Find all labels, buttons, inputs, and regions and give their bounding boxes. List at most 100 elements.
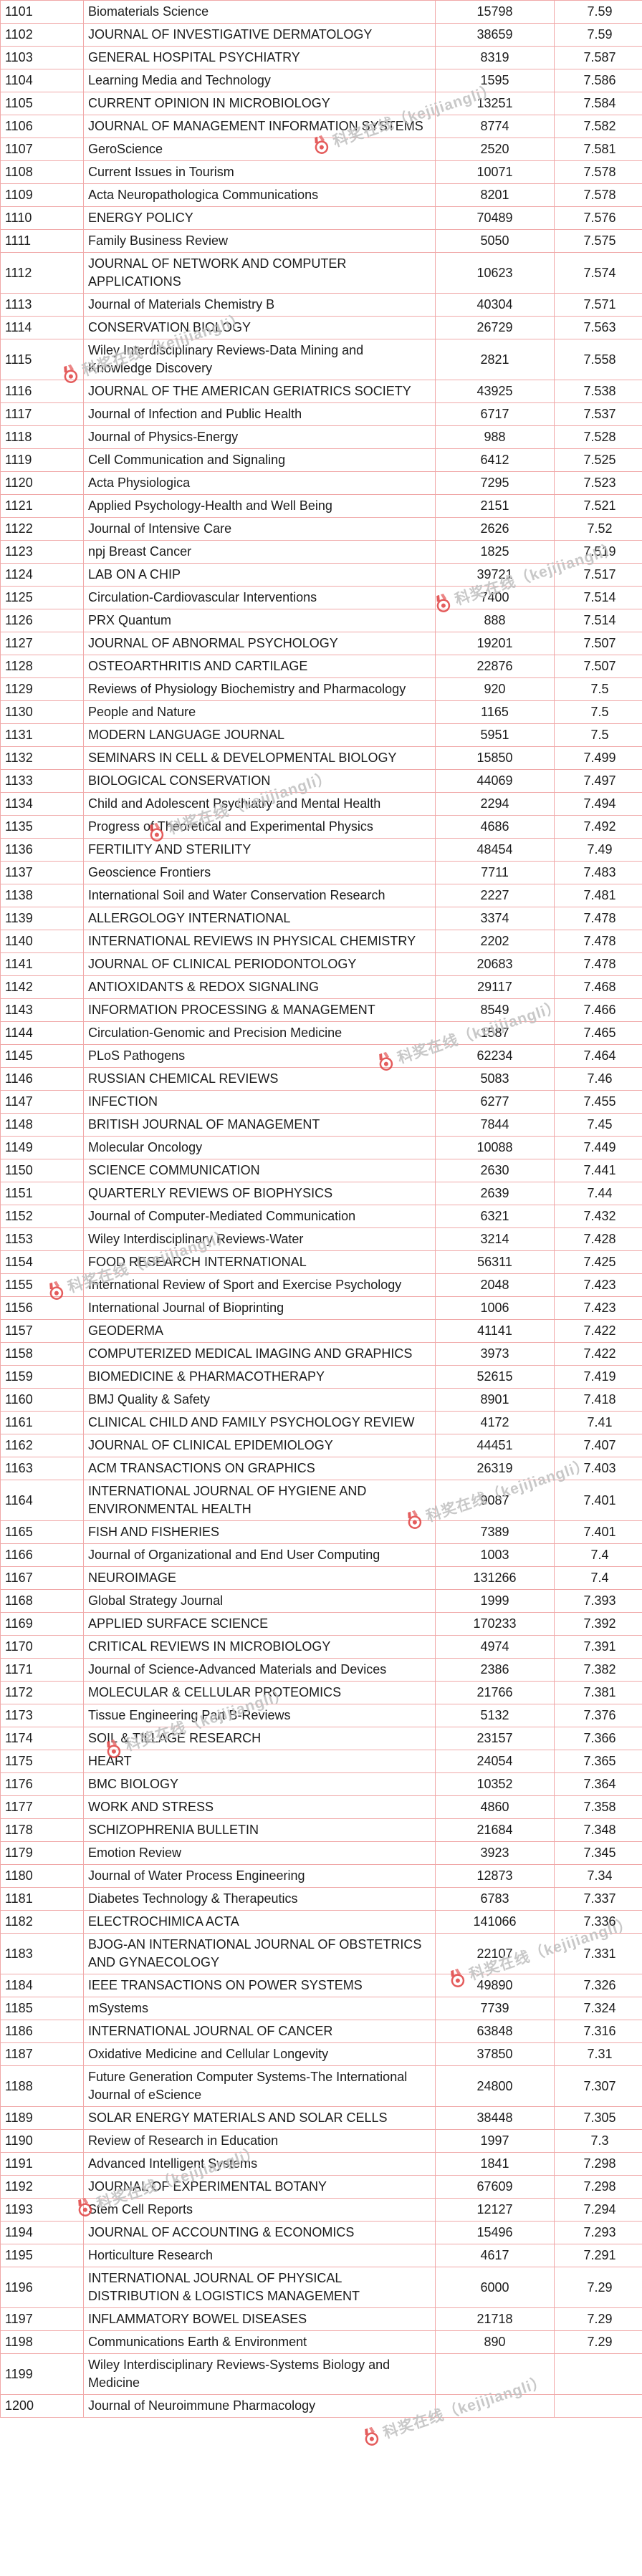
rank-cell: 1186	[0, 2020, 84, 2043]
citation-count-cell: 22107	[435, 1933, 555, 1974]
journal-name-cell: Child and Adolescent Psychiatry and Ment…	[83, 792, 436, 816]
journal-name-cell: JOURNAL OF MANAGEMENT INFORMATION SYSTEM…	[83, 115, 436, 138]
rank-cell: 1192	[0, 2175, 84, 2199]
citation-count-cell: 63848	[435, 2020, 555, 2043]
impact-factor-cell: 7.5	[554, 700, 642, 724]
citation-count-cell: 2639	[435, 1182, 555, 1205]
rank-cell: 1160	[0, 1388, 84, 1412]
journal-name-cell: FOOD RESEARCH INTERNATIONAL	[83, 1250, 436, 1274]
journal-name-cell: Global Strategy Journal	[83, 1589, 436, 1613]
table-row: 1103 GENERAL HOSPITAL PSYCHIATRY 8319 7.…	[0, 46, 642, 69]
rank-cell: 1155	[0, 1273, 84, 1297]
table-row: 1145 PLoS Pathogens 62234 7.464	[0, 1044, 642, 1068]
table-row: 1114 CONSERVATION BIOLOGY 26729 7.563	[0, 316, 642, 339]
journal-name-cell: Journal of Physics-Energy	[83, 425, 436, 449]
journal-name-cell: JOURNAL OF ABNORMAL PSYCHOLOGY	[83, 632, 436, 655]
rank-cell: 1148	[0, 1113, 84, 1137]
impact-factor-cell: 7.307	[554, 2065, 642, 2107]
rank-cell: 1179	[0, 1841, 84, 1865]
rank-cell: 1115	[0, 339, 84, 380]
rank-cell: 1197	[0, 2307, 84, 2331]
table-row: 1155 International Review of Sport and E…	[0, 1273, 642, 1297]
citation-count-cell: 38448	[435, 2106, 555, 2130]
rank-cell: 1149	[0, 1136, 84, 1159]
table-row: 1147 INFECTION 6277 7.455	[0, 1090, 642, 1114]
citation-count-cell: 920	[435, 677, 555, 701]
journal-name-cell: Cell Communication and Signaling	[83, 448, 436, 472]
impact-factor-cell: 7.293	[554, 2221, 642, 2244]
impact-factor-cell	[554, 2353, 642, 2395]
table-row: 1138 International Soil and Water Conser…	[0, 884, 642, 907]
rank-cell: 1137	[0, 861, 84, 884]
journal-name-cell: CRITICAL REVIEWS IN MICROBIOLOGY	[83, 1635, 436, 1659]
citation-count-cell: 888	[435, 609, 555, 632]
journal-name-cell: GENERAL HOSPITAL PSYCHIATRY	[83, 46, 436, 69]
journal-name-cell: Circulation-Cardiovascular Interventions	[83, 586, 436, 609]
citation-count-cell: 12127	[435, 2198, 555, 2222]
rank-cell: 1190	[0, 2129, 84, 2153]
journal-name-cell: QUARTERLY REVIEWS OF BIOPHYSICS	[83, 1182, 436, 1205]
impact-factor-cell: 7.326	[554, 1974, 642, 1997]
rank-cell: 1189	[0, 2106, 84, 2130]
journal-name-cell: CLINICAL CHILD AND FAMILY PSYCHOLOGY REV…	[83, 1411, 436, 1434]
journal-name-cell: BMC BIOLOGY	[83, 1772, 436, 1796]
journal-name-cell: International Review of Sport and Exerci…	[83, 1273, 436, 1297]
table-row: 1193 Stem Cell Reports 12127 7.294	[0, 2198, 642, 2222]
citation-count-cell: 2048	[435, 1273, 555, 1297]
impact-factor-cell: 7.364	[554, 1772, 642, 1796]
impact-factor-cell: 7.29	[554, 2330, 642, 2354]
rank-cell: 1145	[0, 1044, 84, 1068]
impact-factor-cell: 7.52	[554, 517, 642, 541]
table-row: 1158 COMPUTERIZED MEDICAL IMAGING AND GR…	[0, 1342, 642, 1366]
journal-name-cell: BJOG-AN INTERNATIONAL JOURNAL OF OBSTETR…	[83, 1933, 436, 1974]
citation-count-cell: 890	[435, 2330, 555, 2354]
impact-factor-cell: 7.581	[554, 138, 642, 161]
rank-cell: 1130	[0, 700, 84, 724]
rank-cell: 1123	[0, 540, 84, 564]
rank-cell: 1142	[0, 975, 84, 999]
rank-cell: 1159	[0, 1365, 84, 1389]
table-row: 1109 Acta Neuropathologica Communication…	[0, 183, 642, 207]
rank-cell: 1126	[0, 609, 84, 632]
impact-factor-cell: 7.4	[554, 1543, 642, 1567]
journal-name-cell: ELECTROCHIMICA ACTA	[83, 1910, 436, 1934]
journal-name-cell: ENERGY POLICY	[83, 206, 436, 230]
journal-name-cell: GeroScience	[83, 138, 436, 161]
citation-count-cell: 6717	[435, 402, 555, 426]
table-row: 1123 npj Breast Cancer 1825 7.519	[0, 540, 642, 564]
table-row: 1105 CURRENT OPINION IN MICROBIOLOGY 132…	[0, 92, 642, 115]
citation-count-cell: 6321	[435, 1205, 555, 1228]
journal-name-cell: BIOMEDICINE & PHARMACOTHERAPY	[83, 1365, 436, 1389]
journal-name-cell: Journal of Neuroimmune Pharmacology	[83, 2394, 436, 2418]
citation-count-cell: 5132	[435, 1704, 555, 1727]
rank-cell: 1121	[0, 494, 84, 518]
citation-count-cell: 70489	[435, 206, 555, 230]
rank-cell: 1133	[0, 769, 84, 793]
journal-name-cell: PRX Quantum	[83, 609, 436, 632]
impact-factor-cell: 7.49	[554, 838, 642, 862]
rank-cell: 1185	[0, 1997, 84, 2020]
rank-cell: 1140	[0, 930, 84, 953]
journal-name-cell: Current Issues in Tourism	[83, 160, 436, 184]
journal-table-body: 1101 Biomaterials Science 15798 7.59 110…	[0, 0, 642, 2418]
impact-factor-cell: 7.366	[554, 1727, 642, 1750]
journal-name-cell: FISH AND FISHERIES	[83, 1520, 436, 1544]
impact-factor-cell: 7.34	[554, 1864, 642, 1888]
citation-count-cell: 67609	[435, 2175, 555, 2199]
impact-factor-cell: 7.464	[554, 1044, 642, 1068]
rank-cell: 1180	[0, 1864, 84, 1888]
table-row: 1152 Journal of Computer-Mediated Commun…	[0, 1205, 642, 1228]
citation-count-cell: 3374	[435, 907, 555, 930]
table-row: 1154 FOOD RESEARCH INTERNATIONAL 56311 7…	[0, 1250, 642, 1274]
journal-name-cell: Acta Neuropathologica Communications	[83, 183, 436, 207]
medal-icon	[365, 2426, 379, 2446]
impact-factor-cell: 7.31	[554, 2042, 642, 2066]
citation-count-cell: 4974	[435, 1635, 555, 1659]
citation-count-cell: 1999	[435, 1589, 555, 1613]
journal-name-cell: LAB ON A CHIP	[83, 563, 436, 587]
citation-count-cell: 26729	[435, 316, 555, 339]
journal-name-cell: SCHIZOPHRENIA BULLETIN	[83, 1818, 436, 1842]
impact-factor-cell: 7.468	[554, 975, 642, 999]
citation-count-cell: 1997	[435, 2129, 555, 2153]
table-row: 1136 FERTILITY AND STERILITY 48454 7.49	[0, 838, 642, 862]
